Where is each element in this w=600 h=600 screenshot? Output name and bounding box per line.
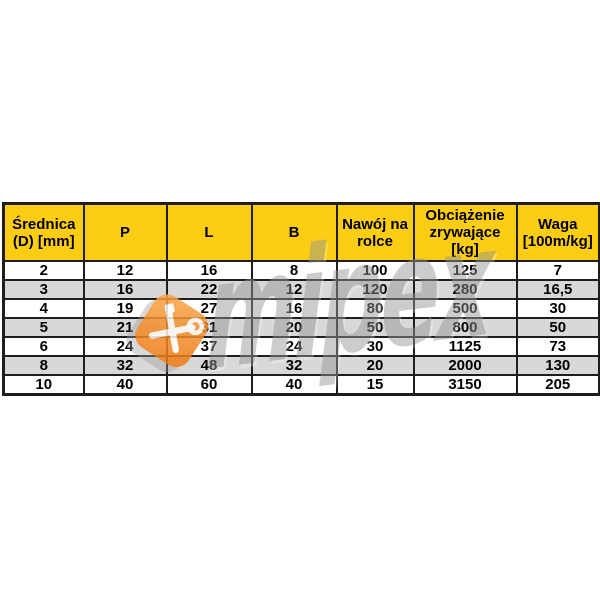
table-cell: 125 — [412, 260, 518, 281]
table-cell: 205 — [515, 374, 600, 396]
table-cell: 48 — [165, 355, 253, 376]
table-cell: 500 — [412, 298, 518, 319]
table-row: 5 21 31 20 50 800 50 — [2, 317, 600, 338]
table-cell: 15 — [335, 374, 415, 396]
table-cell: 80 — [335, 298, 415, 319]
spec-table: Średnica (D) [mm] P L B Nawój na rolce Obciąż… — [2, 202, 600, 396]
table-cell: 21 — [82, 317, 168, 338]
column-header-5: Nawój na rolce — [335, 202, 415, 262]
table-body: 2 12 16 8 100 125 7 3 16 22 12 120 280 16,5 4 19 27 16 80 5… — [2, 260, 600, 396]
column-header-1: Średnica (D) [mm] — [2, 202, 85, 262]
table-cell: 10 — [2, 374, 85, 396]
table-cell: 6 — [2, 336, 85, 357]
column-header-3: L — [165, 202, 253, 262]
table-cell: 50 — [335, 317, 415, 338]
table-cell: 40 — [82, 374, 168, 396]
column-header-4: B — [250, 202, 338, 262]
table-row: 3 16 22 12 120 280 16,5 — [2, 279, 600, 300]
table-cell: 130 — [515, 355, 600, 376]
table-cell: 2 — [2, 260, 85, 281]
table-cell: 22 — [165, 279, 253, 300]
table-cell: 4 — [2, 298, 85, 319]
table-cell: 31 — [165, 317, 253, 338]
table-cell: 20 — [250, 317, 338, 338]
table-cell: 3150 — [412, 374, 518, 396]
table-cell: 27 — [165, 298, 253, 319]
table-cell: 5 — [2, 317, 85, 338]
table-cell: 16 — [82, 279, 168, 300]
table-row: 4 19 27 16 80 500 30 — [2, 298, 600, 319]
table-cell: 24 — [82, 336, 168, 357]
table-cell: 30 — [335, 336, 415, 357]
table-cell: 30 — [515, 298, 600, 319]
table-cell: 100 — [335, 260, 415, 281]
table-cell: 7 — [515, 260, 600, 281]
table-cell: 50 — [515, 317, 600, 338]
table-cell: 73 — [515, 336, 600, 357]
table-cell: 24 — [250, 336, 338, 357]
table-row: 6 24 37 24 30 1125 73 — [2, 336, 600, 357]
table-cell: 20 — [335, 355, 415, 376]
table-cell: 40 — [250, 374, 338, 396]
table-cell: 12 — [82, 260, 168, 281]
header-row: Średnica (D) [mm] P L B Nawój na rolce Obciąż… — [2, 202, 600, 262]
table-cell: 60 — [165, 374, 253, 396]
column-header-6: Obciążenie zrywające [kg] — [412, 202, 518, 262]
table-cell: 16 — [250, 298, 338, 319]
table-cell: 2000 — [412, 355, 518, 376]
table-row: 2 12 16 8 100 125 7 — [2, 260, 600, 281]
table-cell: 19 — [82, 298, 168, 319]
table-cell: 800 — [412, 317, 518, 338]
column-header-7: Waga [100m/kg] — [515, 202, 600, 262]
table-cell: 8 — [250, 260, 338, 281]
table-row: 10 40 60 40 15 3150 205 — [2, 374, 600, 396]
table-cell: 1125 — [412, 336, 518, 357]
table-cell: 8 — [2, 355, 85, 376]
table-cell: 16,5 — [515, 279, 600, 300]
table-cell: 3 — [2, 279, 85, 300]
table-cell: 120 — [335, 279, 415, 300]
table-cell: 32 — [82, 355, 168, 376]
table-cell: 16 — [165, 260, 253, 281]
table-cell: 280 — [412, 279, 518, 300]
table-cell: 32 — [250, 355, 338, 376]
spec-table-container: Średnica (D) [mm] P L B Nawój na rolce Obciąż… — [2, 202, 600, 396]
table-cell: 12 — [250, 279, 338, 300]
table-cell: 37 — [165, 336, 253, 357]
table-row: 8 32 48 32 20 2000 130 — [2, 355, 600, 376]
column-header-2: P — [82, 202, 168, 262]
